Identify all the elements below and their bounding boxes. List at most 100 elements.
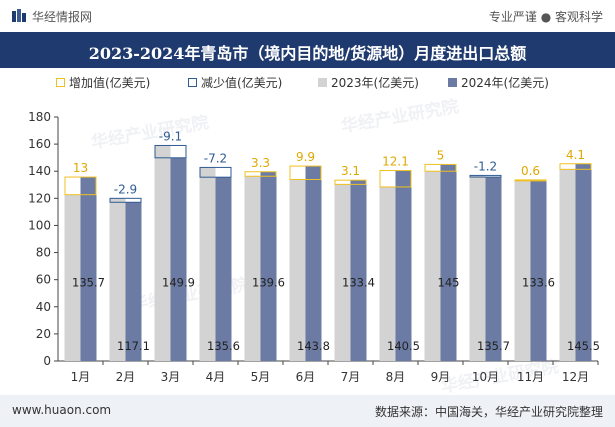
x-tick-label: 5月 (251, 370, 271, 384)
bar-2023 (64, 194, 81, 361)
increase-box (424, 163, 457, 172)
change-label: 5 (437, 148, 445, 162)
bar-2024 (305, 166, 322, 361)
bar-2024 (215, 177, 232, 361)
data-label-2024: 117.1 (117, 339, 150, 353)
data-label-2024: 139.6 (252, 275, 285, 289)
y-tick-label: 40 (36, 300, 51, 314)
legend-label-2024: 2024年(亿美元) (461, 76, 549, 90)
legend-label-decrease: 减少值(亿美元) (201, 76, 283, 90)
data-label-2024: 133.4 (342, 275, 375, 289)
y-tick-label: 100 (28, 218, 51, 232)
title-bar: 2023-2024年青岛市（境内目的地/货源地）月度进出口总额 (0, 32, 615, 68)
bar-2023 (469, 175, 486, 361)
x-tick-label: 2月 (116, 370, 136, 384)
bar-2023 (244, 176, 261, 361)
bar-2023 (379, 186, 396, 361)
bar-2024 (350, 180, 367, 361)
logo-icon (12, 9, 26, 22)
x-tick-label: 9月 (431, 370, 451, 384)
bar-2024 (125, 202, 142, 361)
bar-2023 (154, 145, 171, 361)
bar-2023 (514, 180, 531, 361)
x-tick-label: 4月 (206, 370, 226, 384)
x-tick-label: 7月 (341, 370, 361, 384)
data-label-2024: 133.6 (522, 275, 555, 289)
legend-swatch-2024 (448, 78, 457, 87)
legend-swatch-2023 (318, 78, 327, 87)
legend-swatch-increase (56, 78, 65, 87)
decrease-box (469, 174, 502, 178)
y-tick-label: 180 (28, 110, 51, 124)
increase-box (244, 171, 277, 177)
bar-2023 (109, 198, 126, 361)
data-label-2024: 145 (438, 275, 460, 289)
legend-swatch-decrease (188, 78, 197, 87)
bar-2024 (395, 170, 412, 361)
y-tick-label: 0 (43, 354, 51, 368)
x-tick-label: 1月 (71, 370, 91, 384)
footer-source: 数据来源：中国海关，华经产业研究院整理 (374, 405, 603, 419)
bar-2024 (260, 171, 277, 361)
decrease-box (199, 166, 232, 178)
change-label: 3.3 (251, 156, 270, 170)
bar-2024 (170, 157, 187, 361)
data-label-2024: 149.9 (162, 275, 195, 289)
increase-box (514, 179, 547, 182)
bar-2024 (440, 164, 457, 361)
data-label-2024: 135.7 (72, 275, 105, 289)
change-label: -1.2 (474, 159, 497, 173)
bar-2023 (424, 171, 441, 361)
change-label: 4.1 (566, 148, 585, 162)
change-label: 12.1 (382, 155, 409, 169)
chart-title: 2023-2024年青岛市（境内目的地/货源地）月度进出口总额 (88, 44, 527, 63)
change-label: -9.1 (159, 129, 182, 143)
y-tick-label: 80 (36, 246, 51, 260)
top-bar: 华经情报网 专业严谨 ● 客观科学 (0, 0, 615, 32)
footer-bar: www.huaon.com 数据来源：中国海关，华经产业研究院整理 (0, 395, 615, 427)
data-label-2024: 145.5 (567, 339, 600, 353)
change-label: 0.6 (521, 164, 540, 178)
x-tick-label: 3月 (161, 370, 181, 384)
bar-2023 (559, 169, 576, 361)
bar-2024 (80, 177, 97, 361)
x-tick-label: 11月 (517, 370, 544, 384)
legend: 增加值(亿美元) 减少值(亿美元) 2023年(亿美元) 2024年(亿美元) (0, 74, 615, 92)
increase-box (559, 163, 592, 170)
bar-2024 (530, 179, 547, 361)
increase-box (64, 176, 97, 196)
decrease-box (109, 197, 142, 203)
y-tick-label: 140 (28, 164, 51, 178)
x-tick-label: 12月 (562, 370, 589, 384)
data-label-2024: 135.6 (207, 339, 240, 353)
legend-label-increase: 增加值(亿美元) (69, 76, 151, 90)
x-tick-label: 10月 (472, 370, 499, 384)
bar-chart: 0 20 40 60 80 100 120 140 160 180 1月 13 135.7 2月 -2.9 1… (28, 110, 600, 384)
y-tick-label: 160 (28, 137, 51, 151)
bar-2024 (575, 163, 592, 361)
data-label-2024: 143.8 (297, 339, 330, 353)
data-label-2024: 140.5 (387, 339, 420, 353)
bar-2023 (289, 179, 306, 361)
bar-2023 (199, 167, 216, 361)
bar-2024 (485, 177, 502, 361)
data-label-2024: 135.7 (477, 339, 510, 353)
footer-website: www.huaon.com (12, 403, 112, 417)
increase-box (289, 165, 322, 180)
change-label: -2.9 (114, 182, 137, 196)
change-label: 9.9 (296, 150, 315, 164)
brand-name: 华经情报网 (32, 10, 93, 24)
x-tick-label: 6月 (296, 370, 316, 384)
change-label: 13 (73, 161, 88, 175)
change-label: -7.2 (204, 151, 227, 165)
bar-2023 (334, 184, 351, 361)
legend-label-2023: 2023年(亿美元) (331, 76, 419, 90)
x-tick-label: 8月 (386, 370, 406, 384)
slogan: 专业严谨 ● 客观科学 (488, 10, 603, 24)
decrease-box (154, 144, 187, 159)
y-tick-label: 20 (36, 327, 51, 341)
increase-box (334, 179, 367, 185)
increase-box (379, 170, 412, 188)
y-tick-label: 120 (28, 191, 51, 205)
